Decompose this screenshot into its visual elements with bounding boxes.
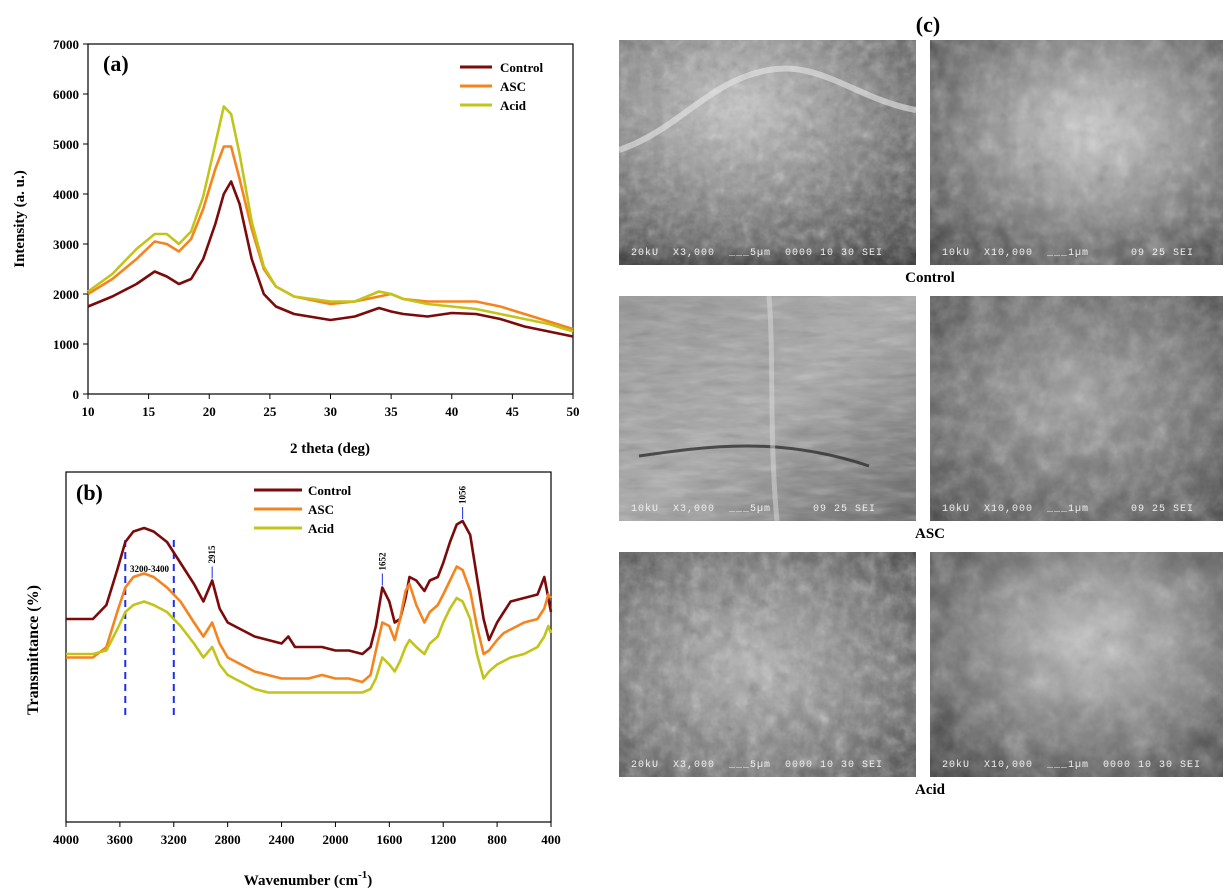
- ftir-annotation-3200-3400: 3200-3400: [130, 564, 169, 574]
- sem-image-control-10000x: 10kU X10,000 ___1µm 09 25 SEI: [930, 40, 1223, 265]
- panel-label-b: (b): [76, 480, 103, 505]
- xrd-x-tick-label-35: 35: [385, 404, 399, 419]
- ftir-x-tick-label-4000: 4000: [53, 832, 79, 847]
- sem-texture-control-right: [930, 40, 1223, 265]
- xrd-x-tick-label-45: 45: [506, 404, 520, 419]
- xrd-series-acid: [87, 105, 574, 333]
- xrd-y-tick-label-0: 0: [73, 387, 80, 402]
- ftir-x-tick-label-2400: 2400: [269, 832, 295, 847]
- ftir-series-asc: [66, 565, 553, 684]
- sem-texture-asc-left: [619, 296, 916, 521]
- ftir-x-tick-label-1600: 1600: [376, 832, 402, 847]
- xrd-series-group: [87, 105, 574, 338]
- xrd-legend: Control ASC Acid: [460, 60, 543, 113]
- sem-texture-control-left: [619, 40, 916, 265]
- sem-caption-acid-right: 20kU X10,000 ___1µm 0000 10 30 SEI: [942, 760, 1202, 771]
- sem-image-asc-10000x: 10kU X10,000 ___1µm 09 25 SEI: [930, 296, 1223, 521]
- ftir-annotations: 3200-3400 2915 1652 1056: [130, 486, 468, 586]
- sem-caption-control-right: 10kU X10,000 ___1µm 09 25 SEI: [942, 248, 1195, 259]
- ftir-series-group: [66, 519, 553, 694]
- ftir-x-tick-label-3600: 3600: [107, 832, 133, 847]
- ftir-x-axis-label: Wavenumber (cm-1): [244, 869, 372, 889]
- ftir-annotation-1056: 1056: [458, 486, 468, 505]
- xrd-series-control: [87, 180, 574, 338]
- panel-label-a: (a): [103, 51, 129, 76]
- xrd-y-tick-label-6000: 6000: [53, 87, 79, 102]
- sem-texture-asc-right: [930, 296, 1223, 521]
- xrd-chart: 0 1000 2000 3000 4000 5000 6000 7000 10 15 20 25 30…: [12, 37, 580, 457]
- xrd-y-tick-label-5000: 5000: [53, 137, 79, 152]
- ftir-x-tick-label-800: 800: [487, 832, 507, 847]
- ftir-x-ticks: 4000 3600 3200 2800 2400 2000 1600 1200 800 400: [53, 822, 561, 847]
- sem-caption-control-left: 20kU X3,000 ___5µm 0000 10 30 SEI: [631, 248, 884, 259]
- ftir-x-tick-label-2000: 2000: [322, 832, 348, 847]
- ftir-chart: 4000 3600 3200 2800 2400 2000 1600 1200 800 400 3…: [25, 471, 561, 889]
- ftir-series-acid: [66, 596, 553, 694]
- xrd-y-tick-label-7000: 7000: [53, 37, 79, 52]
- ftir-x-tick-label-3200: 3200: [161, 832, 187, 847]
- xrd-y-ticks: 0 1000 2000 3000 4000 5000 6000 7000: [53, 37, 88, 402]
- ftir-legend: Control ASC Acid: [254, 483, 351, 536]
- sem-row-label-control: Control: [905, 270, 955, 286]
- xrd-x-tick-label-15: 15: [142, 404, 156, 419]
- xrd-x-tick-label-30: 30: [324, 404, 337, 419]
- sem-databar-1: [619, 245, 916, 265]
- sem-image-asc-3000x: 10kU X3,000 ___5µm 09 25 SEI: [619, 296, 916, 521]
- ftir-legend-acid: Acid: [308, 521, 335, 536]
- sem-texture-acid-right: [930, 552, 1223, 777]
- sem-image-acid-10000x: 20kU X10,000 ___1µm 0000 10 30 SEI: [930, 552, 1223, 777]
- sem-caption-asc-left: 10kU X3,000 ___5µm 09 25 SEI: [631, 504, 877, 515]
- xrd-legend-control: Control: [500, 60, 543, 75]
- xrd-x-tick-label-10: 10: [82, 404, 95, 419]
- sem-texture-acid-left: [619, 552, 916, 777]
- xrd-x-ticks: 10 15 20 25 30 35 40 45 50: [82, 394, 580, 419]
- ftir-annotation-2915: 2915: [207, 545, 217, 564]
- ftir-annotation-1652: 1652: [377, 552, 387, 571]
- ftir-series-control: [66, 519, 553, 656]
- ftir-x-axis-label-end: ): [367, 873, 372, 889]
- panel-label-c: (c): [916, 12, 940, 37]
- xrd-y-tick-label-1000: 1000: [53, 337, 79, 352]
- ftir-plot-frame: [65, 471, 552, 823]
- ftir-y-axis-label: Transmittance (%): [25, 585, 42, 715]
- xrd-y-tick-label-2000: 2000: [53, 287, 79, 302]
- ftir-legend-asc: ASC: [308, 502, 334, 517]
- ftir-x-axis-label-sup: -1: [358, 869, 367, 881]
- xrd-x-tick-label-50: 50: [567, 404, 580, 419]
- xrd-y-tick-label-4000: 4000: [53, 187, 79, 202]
- sem-image-acid-3000x: 20kU X3,000 ___5µm 0000 10 30 SEI: [619, 552, 916, 777]
- xrd-legend-acid: Acid: [500, 98, 527, 113]
- xrd-x-tick-label-40: 40: [445, 404, 458, 419]
- sem-caption-acid-left: 20kU X3,000 ___5µm 0000 10 30 SEI: [631, 760, 884, 771]
- xrd-x-tick-label-20: 20: [203, 404, 216, 419]
- ftir-x-axis-label-main: Wavenumber (cm: [244, 873, 359, 889]
- ftir-x-tick-label-2800: 2800: [215, 832, 241, 847]
- sem-row-label-asc: ASC: [914, 526, 945, 542]
- xrd-x-axis-label: 2 theta (deg): [290, 441, 370, 457]
- xrd-plot-frame: [87, 43, 574, 395]
- ftir-dashed-markers: [124, 540, 175, 716]
- ftir-x-tick-label-400: 400: [541, 832, 561, 847]
- xrd-x-tick-label-25: 25: [263, 404, 277, 419]
- sem-image-control-3000x: 20kU X3,000 ___5µm 0000 10 30 SEI: [619, 40, 916, 265]
- ftir-x-tick-label-1200: 1200: [430, 832, 456, 847]
- xrd-y-axis-label: Intensity (a. u.): [12, 170, 28, 268]
- xrd-legend-asc: ASC: [500, 79, 526, 94]
- ftir-legend-control: Control: [308, 483, 351, 498]
- sem-row-label-acid: Acid: [915, 782, 945, 798]
- xrd-y-tick-label-3000: 3000: [53, 237, 79, 252]
- sem-caption-asc-right: 10kU X10,000 ___1µm 09 25 SEI: [942, 504, 1195, 515]
